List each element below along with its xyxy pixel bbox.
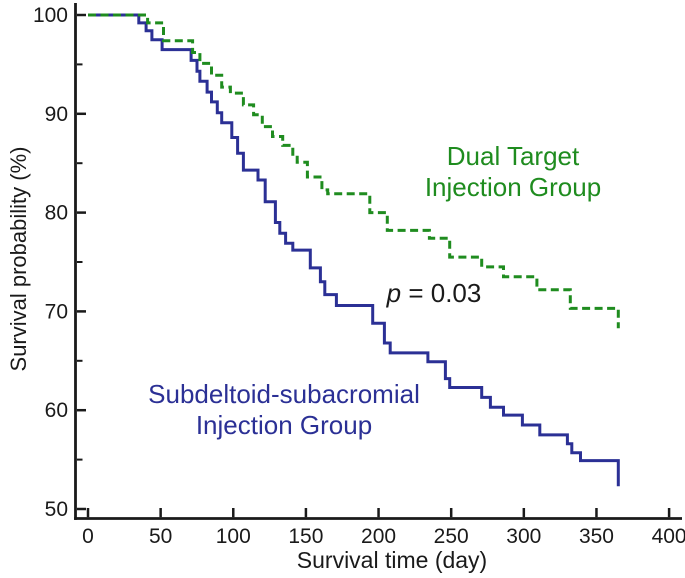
x-axis-title: Survival time (day) <box>296 547 488 573</box>
x-tick-label: 0 <box>82 525 94 548</box>
y-tick-label: 70 <box>45 300 68 323</box>
x-tick-label: 150 <box>288 525 323 548</box>
annotation-line: Injection Group <box>195 410 373 440</box>
y-axis-title: Survival probability (%) <box>6 146 31 372</box>
group-label-dual-target: Dual Target Injection Group <box>425 141 601 203</box>
p-symbol: p <box>386 278 402 308</box>
x-tick-label: 100 <box>216 525 251 548</box>
x-tick-label: 400 <box>652 525 685 548</box>
p-value-text: = 0.03 <box>401 278 482 308</box>
y-tick-label: 90 <box>45 103 68 126</box>
x-tick-label: 200 <box>361 525 396 548</box>
annotation-line: Dual Target <box>446 141 580 171</box>
series-line-subdeltoid-subacromial-injection-group <box>88 13 620 487</box>
x-tick-label: 250 <box>434 525 469 548</box>
annotation-line: Subdeltoid-subacromial <box>148 379 420 409</box>
y-tick-label: 100 <box>33 4 68 27</box>
annotation-line: Injection Group <box>424 172 602 202</box>
p-value-annotation: p = 0.03 <box>387 278 482 309</box>
x-tick-label: 50 <box>149 525 172 548</box>
series-line-dual-target-injection-group <box>88 13 620 329</box>
group-label-subdeltoid: Subdeltoid-subacromial Injection Group <box>148 379 420 441</box>
y-tick-label: 50 <box>45 498 68 521</box>
y-tick-label: 80 <box>45 202 68 225</box>
x-tick-label: 300 <box>506 525 541 548</box>
x-tick-label: 350 <box>579 525 614 548</box>
y-tick-label: 60 <box>45 399 68 422</box>
